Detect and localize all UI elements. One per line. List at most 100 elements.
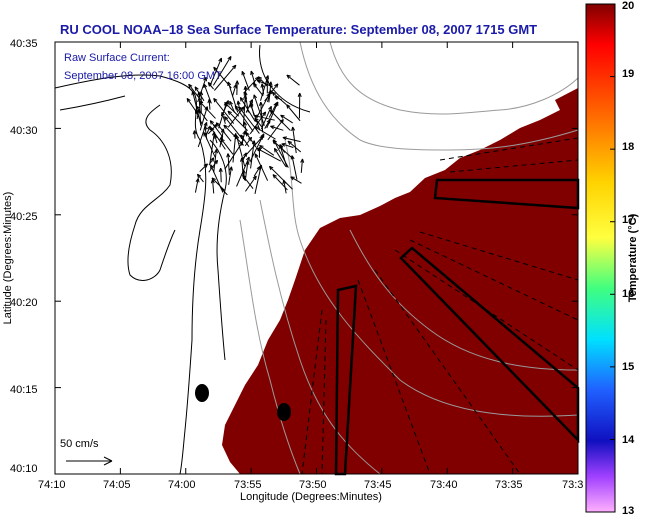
current-arrow-icon: [241, 152, 247, 163]
current-arrow-icon: [254, 164, 262, 195]
current-arrow-icon: [264, 119, 271, 129]
current-arrow-icon: [273, 148, 287, 168]
current-arrow-icon: [292, 126, 297, 154]
x-tick-label: 73:3: [562, 479, 584, 491]
current-arrow-icon: [286, 104, 301, 122]
current-arrow-icon: [272, 140, 294, 160]
current-arrow-icon: [253, 83, 264, 97]
current-arrow-icon: [300, 158, 303, 173]
current-arrow-icon: [207, 82, 214, 90]
current-arrow-icon: [224, 116, 245, 142]
current-label-title: Raw Surface Current:: [64, 52, 170, 64]
current-arrow-icon: [237, 100, 241, 110]
current-arrow-icon: [270, 125, 284, 131]
current-arrow-icon: [227, 81, 239, 113]
current-arrow-icon: [197, 173, 204, 183]
colorbar: [585, 3, 616, 513]
current-arrow-icon: [214, 64, 237, 91]
y-axis-label: Latitude (Degrees:Minutes): [2, 191, 14, 325]
x-tick-label: 74:05: [103, 479, 131, 491]
current-arrow-icon: [209, 57, 222, 87]
current-arrow-icon: [242, 94, 246, 127]
current-arrow-icon: [243, 169, 245, 181]
current-arrow-icon: [253, 94, 265, 126]
x-tick-label: 73:55: [234, 479, 262, 491]
colorbar-tick-label: 18: [622, 141, 635, 153]
current-arrow-icon: [241, 71, 250, 91]
y-tick-label: 40:10: [10, 463, 38, 475]
current-arrow-icon: [227, 110, 248, 131]
current-arrow-icon: [199, 163, 208, 172]
current-scale-label: 50 cm/s: [60, 438, 99, 450]
current-arrow-icon: [280, 114, 293, 124]
surface-current-vectors: [186, 55, 305, 196]
current-arrow-icon: [213, 149, 217, 173]
coastline: [54, 44, 311, 475]
current-arrow-icon: [272, 174, 288, 191]
current-arrow-icon: [194, 178, 199, 193]
current-arrow-icon: [245, 99, 253, 113]
current-arrow-icon: [210, 127, 226, 150]
current-arrow-icon: [209, 120, 224, 138]
colorbar-tick-label: 15: [622, 361, 635, 373]
current-arrow-icon: [282, 137, 301, 143]
current-arrow-icon: [220, 188, 228, 196]
y-tick-label: 40:15: [10, 384, 38, 396]
current-arrow-icon: [215, 122, 232, 142]
current-arrow-icon: [220, 168, 222, 183]
current-arrow-icon: [224, 102, 240, 117]
current-arrow-icon: [250, 140, 255, 169]
current-arrow-icon: [186, 98, 197, 113]
current-arrow-icon: [227, 106, 245, 128]
colorbar-tick-label: 20: [622, 0, 635, 12]
current-arrow-icon: [193, 130, 196, 139]
transect-lines: [301, 137, 579, 475]
x-tick-label: 74:10: [38, 479, 66, 491]
x-tick-label: 73:45: [364, 479, 392, 491]
current-arrow-icon: [197, 122, 208, 148]
current-arrow-icon: [232, 133, 237, 163]
buoy-marker: [277, 403, 291, 421]
colorbar-tick-label: 13: [622, 505, 635, 517]
current-arrow-icon: [221, 112, 226, 124]
current-arrow-icon: [257, 80, 273, 88]
current-arrow-icon: [291, 155, 298, 180]
current-arrow-icon: [203, 83, 212, 104]
current-arrow-icon: [188, 83, 204, 104]
current-arrow-icon: [242, 174, 254, 190]
colorbar-tick-label: 14: [622, 434, 635, 446]
current-arrow-icon: [228, 166, 232, 185]
current-arrow-icon: [209, 131, 215, 165]
current-arrow-icon: [259, 145, 275, 156]
current-arrow-icon: [220, 138, 234, 155]
buoy-marker: [195, 384, 209, 402]
colorbar-label: Temperature (°C): [627, 213, 639, 303]
current-arrow-icon: [264, 83, 279, 102]
current-arrow-icon: [219, 136, 223, 148]
current-arrow-icon: [245, 175, 257, 192]
current-arrow-icon: [194, 86, 205, 102]
current-arrow-icon: [208, 159, 218, 173]
current-arrow-icon: [229, 101, 236, 113]
current-arrow-icon: [290, 176, 302, 184]
current-arrow-icon: [208, 99, 211, 110]
current-arrow-icon: [244, 160, 249, 182]
current-arrow-icon: [240, 134, 250, 147]
current-arrow-icon: [195, 105, 208, 122]
current-arrow-icon: [271, 91, 287, 105]
x-tick-label: 73:35: [495, 479, 523, 491]
current-arrow-icon: [231, 84, 237, 97]
current-arrow-icon: [256, 148, 282, 162]
current-arrow-icon: [269, 165, 293, 190]
y-tick-label: 40:30: [10, 125, 38, 137]
current-arrow-icon: [279, 144, 288, 168]
y-tick-label: 40:35: [10, 38, 38, 50]
colorbar-tick-label: 16: [622, 288, 635, 300]
current-arrow-icon: [204, 125, 208, 140]
current-arrow-icon: [269, 110, 291, 131]
current-arrow-icon: [287, 140, 302, 153]
current-arrow-icon: [210, 164, 222, 190]
current-arrow-icon: [243, 121, 248, 134]
y-tick-label: 40:20: [10, 297, 38, 309]
